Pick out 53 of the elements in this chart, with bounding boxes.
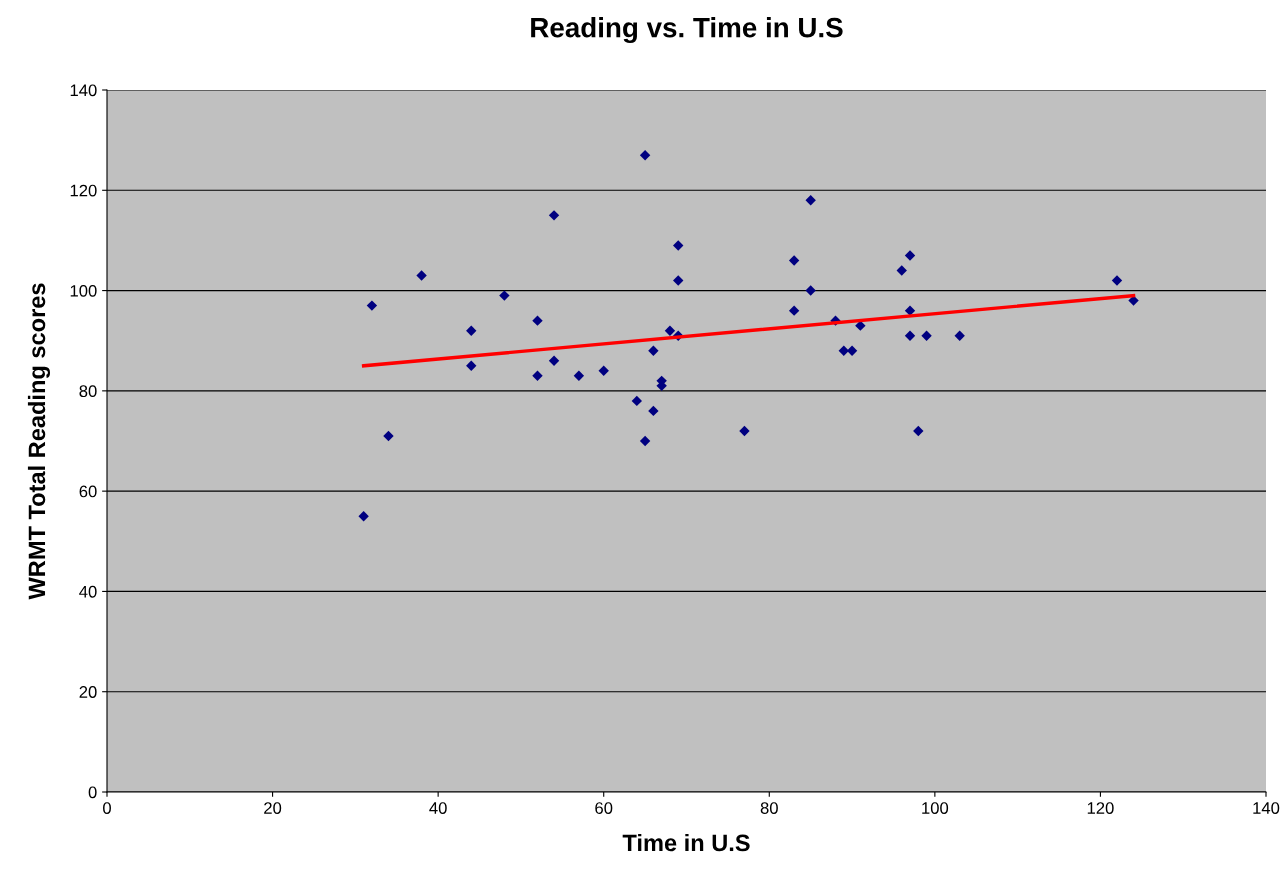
point [904, 330, 916, 341]
x-tick-label: 20 [264, 802, 282, 814]
point [573, 370, 585, 382]
point [664, 325, 676, 336]
x-tick-label: 100 [922, 802, 949, 814]
point [648, 405, 659, 417]
y-tick-label: 0 [88, 786, 97, 799]
point [499, 290, 510, 301]
x-tick-label: 40 [429, 802, 447, 814]
point [805, 195, 816, 206]
point [1111, 275, 1123, 286]
point [673, 275, 684, 286]
x-tick-label: 0 [103, 802, 111, 814]
point [532, 315, 543, 326]
point [598, 365, 609, 376]
point [548, 355, 560, 366]
chart-title: Reading vs. Time in U.S [531, 17, 843, 44]
y-tick-label: 100 [70, 284, 97, 297]
x-tick-label: 80 [760, 802, 778, 814]
point [532, 370, 543, 382]
point [913, 425, 924, 437]
point [788, 305, 800, 316]
y-tick-label: 40 [79, 585, 97, 598]
point [921, 330, 932, 341]
point [466, 325, 477, 336]
x-tick-label: 140 [1253, 802, 1280, 814]
point [639, 435, 651, 447]
point [673, 240, 684, 251]
point [805, 285, 816, 296]
point [358, 511, 369, 522]
x-tick-label: 60 [595, 802, 613, 814]
point [639, 149, 651, 161]
point [383, 430, 394, 442]
y-tick-label: 60 [79, 485, 97, 498]
point [954, 330, 965, 341]
y-axis-title: WRMT Total Reading scores [27, 283, 51, 600]
y-tick-label: 80 [79, 385, 97, 398]
y-tick-label: 20 [79, 686, 97, 698]
point [739, 425, 750, 437]
x-tick-label: 120 [1087, 802, 1114, 814]
y-tick-label: 120 [70, 184, 97, 197]
point [416, 270, 427, 281]
point [631, 395, 643, 407]
x-axis-title: Time in U.S [622, 833, 750, 852]
point [366, 300, 378, 311]
point [896, 265, 907, 276]
point [788, 255, 800, 266]
point [904, 250, 916, 261]
y-tick-label: 140 [70, 84, 97, 97]
point [466, 360, 477, 371]
point [838, 345, 849, 356]
point [648, 345, 659, 356]
point [548, 210, 560, 221]
